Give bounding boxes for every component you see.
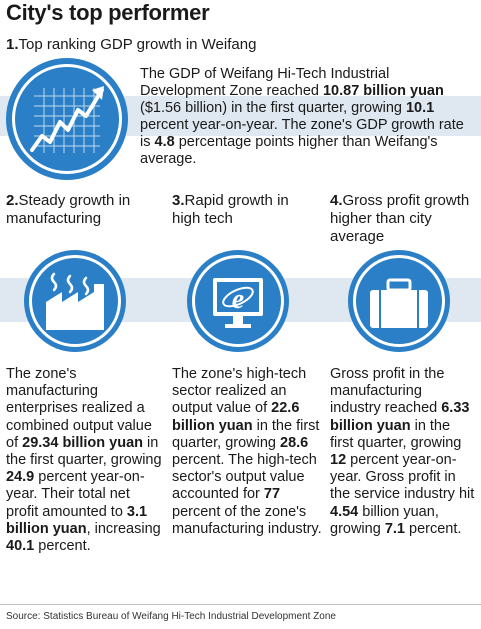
ie-monitor-icon: e: [213, 278, 263, 328]
section1-text-d: percentage points higher than Weifang's …: [140, 134, 438, 167]
section3-output-value: 22.6 billion yuan: [172, 400, 300, 434]
section3-text: The zone's high-tech sector realized an …: [172, 366, 322, 538]
section4-text: Gross profit in the manufacturing indust…: [330, 366, 475, 538]
section1-heading: 1.Top ranking GDP growth in Weifang: [6, 36, 256, 53]
section2-text: The zone's manufacturing enterprises rea…: [6, 366, 166, 555]
section1-text-b: ($1.56 billion) in the first quarter, gr…: [140, 100, 406, 116]
section3-text-a: The zone's high-tech sector realized an …: [172, 366, 307, 417]
factory-icon: [46, 272, 104, 330]
briefcase-icon: [370, 278, 428, 328]
section4-heading-text: Gross profit growth higher than city ave…: [330, 192, 470, 245]
section1-growth-value: 10.1: [405, 100, 435, 116]
section1-heading-text: Top ranking GDP growth in Weifang: [18, 36, 257, 53]
section4-text-e: percent.: [404, 520, 462, 537]
section2-profit-value: 3.1 billion yuan: [6, 503, 148, 537]
section3-text-c: percent. The high-tech sector's output v…: [172, 452, 317, 503]
section4-service-value: 4.54: [330, 503, 359, 520]
section1-text: The GDP of Weifang Hi-Tech Industrial De…: [140, 66, 470, 168]
section1-number: 1.: [6, 36, 19, 53]
section1-gdp-value: 10.87 billion yuan: [322, 83, 444, 99]
section4-text-b: in the first quarter, growing: [330, 417, 462, 451]
section2-text-e: percent.: [34, 538, 91, 555]
section2-heading: 2.Steady growth in manufacturing: [6, 192, 156, 228]
section4-number: 4.: [330, 192, 343, 209]
growth-chart-icon: [30, 86, 104, 153]
section1-text-a: The GDP of Weifang Hi-Tech Industrial De…: [140, 66, 390, 99]
section4-growth-value: 12: [330, 452, 347, 469]
section3-number: 3.: [172, 192, 185, 209]
section2-growth-value: 24.9: [6, 469, 35, 486]
section2-icon-ring: [29, 255, 121, 347]
section4-icon-ring: [353, 255, 445, 347]
section1-icon-ring: [12, 64, 122, 174]
section3-icon-ring: [192, 255, 284, 347]
page-title: City's top performer: [6, 0, 210, 25]
source-note: Source: Statistics Bureau of Weifang Hi-…: [6, 611, 336, 622]
footer-divider: [0, 604, 481, 605]
section3-heading-text: Rapid growth in high tech: [172, 192, 289, 227]
section4-text-a: Gross profit in the manufacturing indust…: [330, 366, 445, 417]
section1-text-c: percent year-on-year. The zone's GDP gro…: [140, 117, 464, 150]
section2-text-d: , increasing: [86, 520, 161, 537]
section2-heading-text: Steady growth in manufacturing: [6, 192, 131, 227]
section1-points-value: 4.8: [154, 134, 175, 150]
section2-text-c: percent year-on-year. Their total net pr…: [6, 469, 145, 520]
section4-text-c: percent year-on-year. Gross profit in th…: [330, 452, 475, 503]
section4-service-growth-value: 7.1: [384, 520, 405, 537]
section2-text-b: in the first quarter, growing: [6, 434, 162, 469]
section3-text-b: in the first quarter, growing: [172, 417, 320, 451]
section4-heading: 4.Gross profit growth higher than city a…: [330, 192, 470, 246]
section3-share-value: 77: [263, 486, 281, 503]
section4-text-d: billion yuan, growing: [330, 503, 439, 537]
section2-number: 2.: [6, 192, 19, 209]
section3-text-d: percent of the zone's manufacturing indu…: [172, 503, 322, 537]
section3-growth-value: 28.6: [280, 434, 309, 451]
section2-increase-value: 40.1: [6, 538, 35, 555]
section3-heading: 3.Rapid growth in high tech: [172, 192, 317, 228]
section2-text-a: The zone's manufacturing enterprises rea…: [6, 366, 152, 451]
section4-profit-value: 6.33 billion yuan: [330, 400, 470, 434]
section2-output-value: 29.34 billion yuan: [22, 434, 143, 451]
